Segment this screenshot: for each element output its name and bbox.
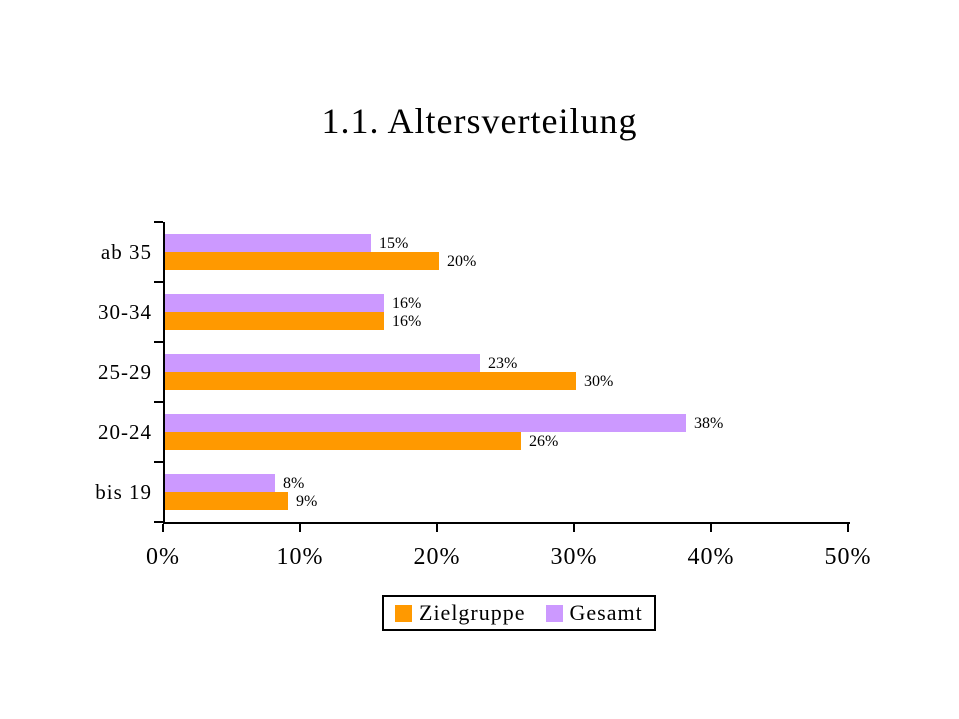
category-label-30-34: 30-34 xyxy=(98,300,152,324)
category-label-25-29: 25-29 xyxy=(98,360,152,384)
bar-zielgruppe xyxy=(165,252,439,270)
legend-swatch-zielgruppe xyxy=(395,604,412,622)
y-axis-tick-mark xyxy=(154,401,163,403)
y-axis-tick-mark xyxy=(154,341,163,343)
bar-value-label: 20% xyxy=(447,253,477,270)
x-axis-tick-mark xyxy=(573,524,575,532)
bar-value-label: 9% xyxy=(296,493,318,510)
legend-swatch-gesamt xyxy=(545,604,563,622)
y-axis-tick-mark xyxy=(154,521,163,523)
legend-item-gesamt: Gesamt xyxy=(545,600,643,626)
x-axis-tick-label: 10% xyxy=(276,544,324,570)
chart-title: 1.1. Altersverteilung xyxy=(321,101,638,141)
x-axis-tick-label: 20% xyxy=(413,544,461,570)
x-axis-tick-label: 40% xyxy=(687,544,735,570)
bar-zielgruppe xyxy=(165,432,521,450)
x-axis-tick-mark xyxy=(847,524,849,532)
bar-gesamt xyxy=(165,234,371,252)
bar-value-label: 26% xyxy=(529,433,559,450)
x-axis-tick-label: 0% xyxy=(146,544,180,570)
bar-gesamt xyxy=(165,294,384,312)
category-label-20-24: 20-24 xyxy=(98,420,152,444)
x-axis-tick-mark xyxy=(710,524,712,532)
category-label-bis-19: bis 19 xyxy=(95,480,152,504)
legend-item-zielgruppe: Zielgruppe xyxy=(395,600,526,626)
y-axis-tick-mark xyxy=(154,281,163,283)
x-axis-tick-mark xyxy=(436,524,438,532)
x-axis-tick-mark xyxy=(162,524,164,532)
x-axis-tick-label: 30% xyxy=(550,544,598,570)
bar-gesamt xyxy=(165,474,275,492)
bar-value-label: 38% xyxy=(694,415,724,432)
x-axis-tick-label: 50% xyxy=(824,544,872,570)
category-label-ab-35: ab 35 xyxy=(100,240,152,264)
legend-label: Zielgruppe xyxy=(419,600,526,625)
bar-value-label: 16% xyxy=(392,295,422,312)
plot-area: 20% 15% 16% 16% 30% 23% 26% 38% 9% 8% xyxy=(163,222,850,524)
bar-value-label: 30% xyxy=(584,373,614,390)
legend-label: Gesamt xyxy=(569,600,643,625)
chart-legend: Zielgruppe Gesamt xyxy=(382,595,656,631)
bar-zielgruppe xyxy=(165,372,576,390)
bar-value-label: 15% xyxy=(379,235,409,252)
bar-gesamt xyxy=(165,414,686,432)
bar-value-label: 8% xyxy=(283,475,305,492)
y-axis-tick-mark xyxy=(154,461,163,463)
bar-zielgruppe xyxy=(165,492,288,510)
bar-gesamt xyxy=(165,354,480,372)
bar-value-label: 16% xyxy=(392,313,422,330)
x-axis-tick-mark xyxy=(299,524,301,532)
bar-zielgruppe xyxy=(165,312,384,330)
y-axis-tick-mark xyxy=(154,221,163,223)
bar-value-label: 23% xyxy=(488,355,518,372)
